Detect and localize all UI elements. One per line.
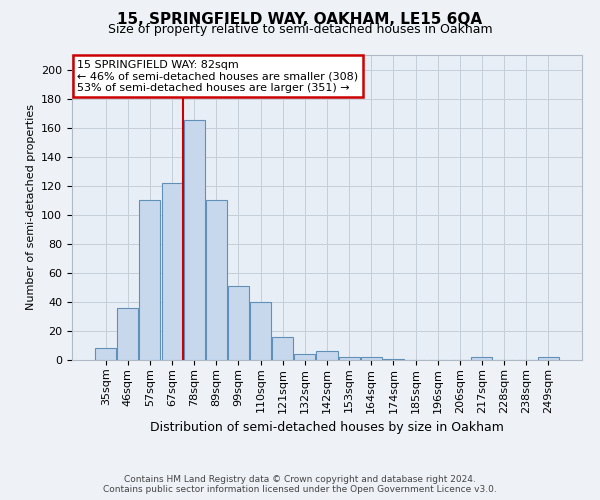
Text: Contains HM Land Registry data © Crown copyright and database right 2024.
Contai: Contains HM Land Registry data © Crown c… [103, 474, 497, 494]
Bar [184, 120, 205, 360]
Bar [95, 348, 116, 360]
Bar [161, 183, 182, 360]
Bar [272, 337, 293, 360]
Bar [118, 308, 139, 360]
Bar [139, 200, 160, 360]
Text: Size of property relative to semi-detached houses in Oakham: Size of property relative to semi-detach… [107, 24, 493, 36]
X-axis label: Distribution of semi-detached houses by size in Oakham: Distribution of semi-detached houses by … [150, 421, 504, 434]
Text: 15, SPRINGFIELD WAY, OAKHAM, LE15 6QA: 15, SPRINGFIELD WAY, OAKHAM, LE15 6QA [118, 12, 482, 28]
Bar [295, 354, 316, 360]
Bar [383, 358, 404, 360]
Bar [206, 200, 227, 360]
Bar [338, 357, 359, 360]
Bar [472, 357, 493, 360]
Bar [250, 302, 271, 360]
Bar [316, 352, 338, 360]
Bar [361, 357, 382, 360]
Y-axis label: Number of semi-detached properties: Number of semi-detached properties [26, 104, 35, 310]
Bar [538, 357, 559, 360]
Bar [228, 286, 249, 360]
Text: 15 SPRINGFIELD WAY: 82sqm
← 46% of semi-detached houses are smaller (308)
53% of: 15 SPRINGFIELD WAY: 82sqm ← 46% of semi-… [77, 60, 358, 93]
